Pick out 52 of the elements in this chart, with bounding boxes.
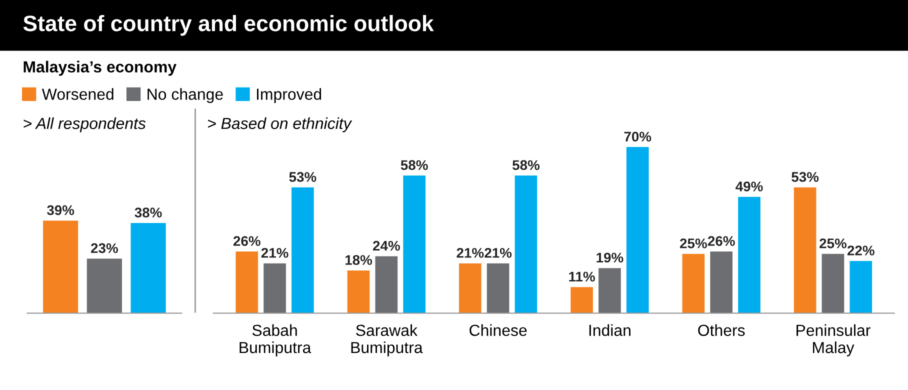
bar xyxy=(403,176,426,314)
data-label: 21% xyxy=(456,248,484,258)
data-label: 24% xyxy=(373,240,400,251)
data-label: 25% xyxy=(680,238,707,248)
bar xyxy=(347,270,370,314)
data-label: 26% xyxy=(233,236,260,246)
chart-subtitle: Malaysia’s economy xyxy=(24,60,176,76)
data-label: 18% xyxy=(345,255,372,265)
legend-label: Worsened xyxy=(42,88,114,100)
data-label: 22% xyxy=(847,246,874,256)
bar xyxy=(264,263,286,314)
data-label: 25% xyxy=(820,238,847,248)
data-label: 70% xyxy=(624,132,652,142)
bar xyxy=(570,287,593,314)
bar xyxy=(710,251,733,314)
bar xyxy=(236,251,258,314)
data-label: 11% xyxy=(569,272,595,282)
data-label: 58% xyxy=(512,160,540,170)
bar xyxy=(682,254,705,314)
data-label: 39% xyxy=(46,205,74,216)
legend-label: Improved xyxy=(256,88,322,104)
data-label: 19% xyxy=(596,252,624,263)
x-tick-label: Sabah Bumiputra xyxy=(240,324,312,356)
chart-title: > Based on ethnicity xyxy=(208,117,352,132)
x-tick-label: Others xyxy=(698,324,745,336)
x-tick-label: Peninsular Malay xyxy=(796,324,870,356)
bar xyxy=(486,263,510,314)
data-label: 53% xyxy=(792,172,819,182)
bar xyxy=(822,254,844,314)
data-label: 21% xyxy=(261,248,288,258)
x-tick-label: Indian xyxy=(589,324,630,336)
data-label: 26% xyxy=(708,236,735,246)
bar xyxy=(738,196,760,314)
text: > All respondents xyxy=(24,117,146,132)
text: State of country and economic outlook xyxy=(23,14,434,36)
data-label: 38% xyxy=(134,208,162,218)
x-tick-label: Sarawak Bumiputra xyxy=(351,324,423,356)
bar xyxy=(626,147,649,314)
bar xyxy=(292,187,314,314)
data-label: 58% xyxy=(400,160,428,170)
data-label: 49% xyxy=(736,182,763,192)
data-label: 21% xyxy=(484,248,512,258)
bar xyxy=(375,256,398,314)
bar xyxy=(794,187,816,314)
data-label: 53% xyxy=(289,172,316,182)
bar xyxy=(850,260,872,314)
legend-label: No change xyxy=(148,88,223,104)
data-label: 23% xyxy=(91,243,118,254)
bar xyxy=(598,268,621,314)
bar xyxy=(514,176,538,314)
bar xyxy=(458,263,482,314)
x-tick-label: Chinese xyxy=(470,324,527,336)
